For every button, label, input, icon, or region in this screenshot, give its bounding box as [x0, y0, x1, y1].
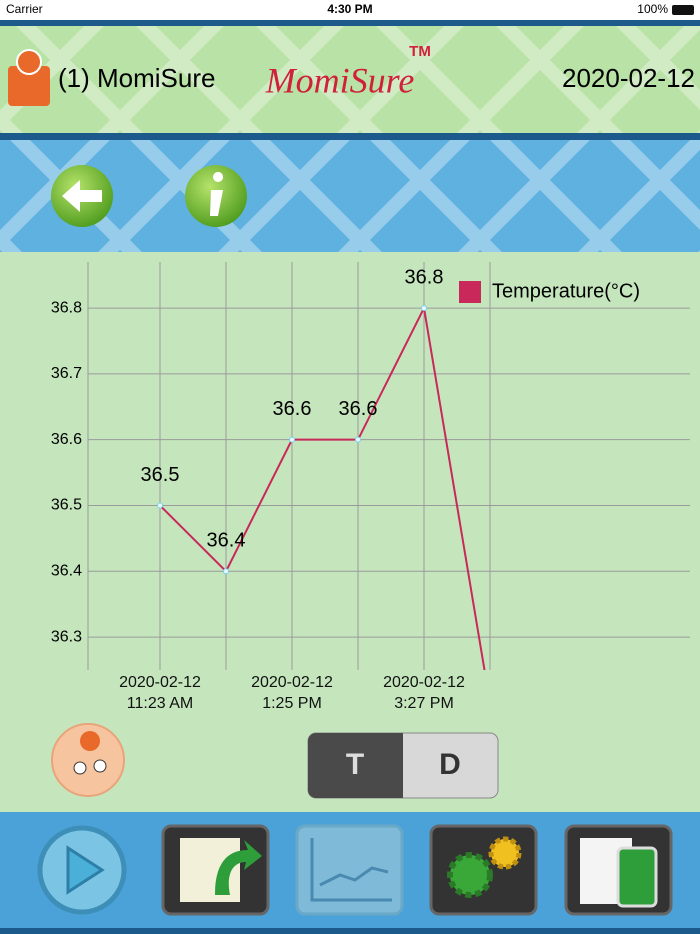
- back-arrow: [62, 180, 102, 212]
- y-tick-label: 36.6: [51, 431, 82, 448]
- data-point: [157, 502, 163, 509]
- data-label: 36.5: [141, 464, 180, 486]
- export-arrow: [215, 840, 262, 895]
- data-line: [159, 304, 486, 670]
- x-tick-label: 2020-02-12 1:25 PM: [251, 674, 333, 712]
- data-label: 36.6: [273, 398, 312, 420]
- user-icon[interactable]: [8, 66, 50, 106]
- gear: [488, 836, 522, 870]
- data-label: 36.6: [339, 398, 378, 420]
- baby-icon[interactable]: [51, 723, 125, 797]
- clock: 4:30 PM: [327, 2, 372, 16]
- x-tick-label: 2020-02-12 3:27 PM: [383, 674, 465, 712]
- data-point: [289, 436, 295, 443]
- battery-text: 100%: [637, 2, 668, 16]
- gear: [447, 852, 493, 898]
- chart-button[interactable]: [295, 824, 404, 916]
- data-label: 36.4: [207, 530, 246, 552]
- user-icon-head: [16, 49, 42, 75]
- trademark: TM: [409, 43, 431, 60]
- toggle-t: T: [346, 748, 364, 781]
- carrier: Carrier: [6, 2, 43, 16]
- header-pattern: [0, 26, 700, 133]
- status-bar: [0, 0, 700, 20]
- legend-swatch: [459, 281, 481, 303]
- data-point: [421, 305, 427, 312]
- data-point: [223, 568, 229, 575]
- divider: [0, 20, 700, 26]
- y-tick-label: 36.7: [51, 365, 82, 382]
- data-point: [355, 436, 361, 443]
- baby-mark: [80, 731, 100, 751]
- legend-label: Temperature(°C): [492, 280, 640, 302]
- baby-eye: [73, 761, 87, 775]
- logo: MomiSure: [265, 60, 415, 100]
- play-glyph: [66, 845, 105, 895]
- divider: [0, 928, 700, 934]
- y-tick-label: 36.8: [51, 299, 82, 316]
- user-name: (1) MomiSure: [58, 63, 215, 93]
- data-label: 36.8: [405, 266, 444, 288]
- toggle-d: D: [439, 748, 461, 781]
- toggle-left[interactable]: [308, 733, 403, 798]
- y-tick-label: 36.4: [51, 563, 82, 580]
- chart-glyph: [310, 838, 392, 902]
- phone: [616, 846, 658, 908]
- y-tick-label: 36.3: [51, 628, 82, 645]
- divider: [0, 133, 700, 140]
- baby-eye: [93, 759, 107, 773]
- date: 2020-02-12: [562, 63, 695, 93]
- chart: 36.3 36.4 36.5 36.6 36.7 36.8 36.5 36.4 36.6 36.6…: [51, 262, 690, 670]
- y-tick-label: 36.5: [51, 497, 82, 514]
- battery-icon: [672, 5, 694, 15]
- toolbar-pattern: [0, 140, 700, 252]
- chart-area: [0, 252, 700, 812]
- info-glyph: [210, 172, 224, 216]
- x-tick-label: 2020-02-12 11:23 AM: [119, 674, 201, 712]
